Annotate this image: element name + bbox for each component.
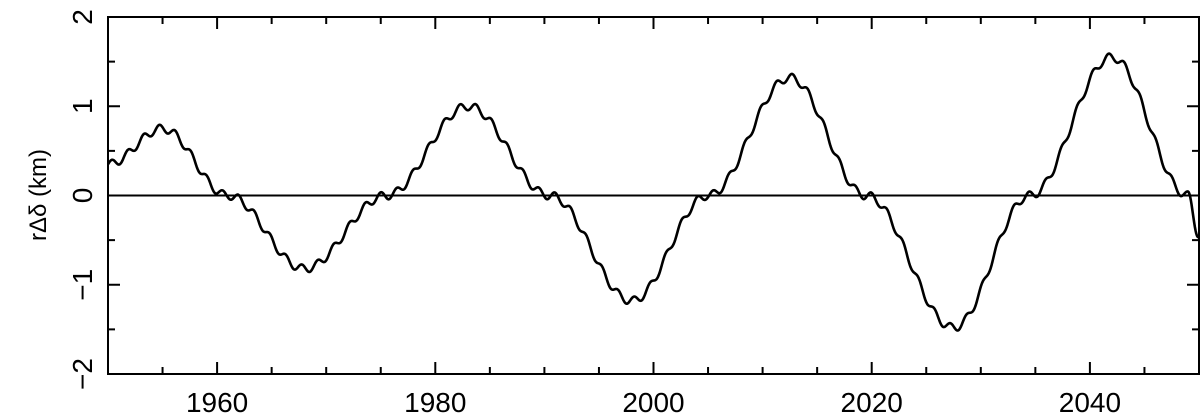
y-tick-label: 0 <box>67 188 98 204</box>
y-tick-label: −1 <box>67 269 98 301</box>
x-tick-label: 1980 <box>404 387 466 418</box>
series-line <box>106 52 1200 332</box>
x-tick-label: 1960 <box>186 387 248 418</box>
y-axis-title: rΔδ (km) <box>25 149 52 241</box>
y-tick-label: −2 <box>67 358 98 390</box>
y-tick-label: 1 <box>67 98 98 114</box>
x-tick-label: 2040 <box>1059 387 1121 418</box>
tick-labels: 1960 1980 2000 2020 2040 −2 −1 0 1 2 <box>67 9 1121 418</box>
x-tick-label: 2000 <box>622 387 684 418</box>
plot-frame <box>107 16 1200 375</box>
x-tick-label: 2020 <box>841 387 903 418</box>
y-tick-label: 2 <box>67 9 98 25</box>
